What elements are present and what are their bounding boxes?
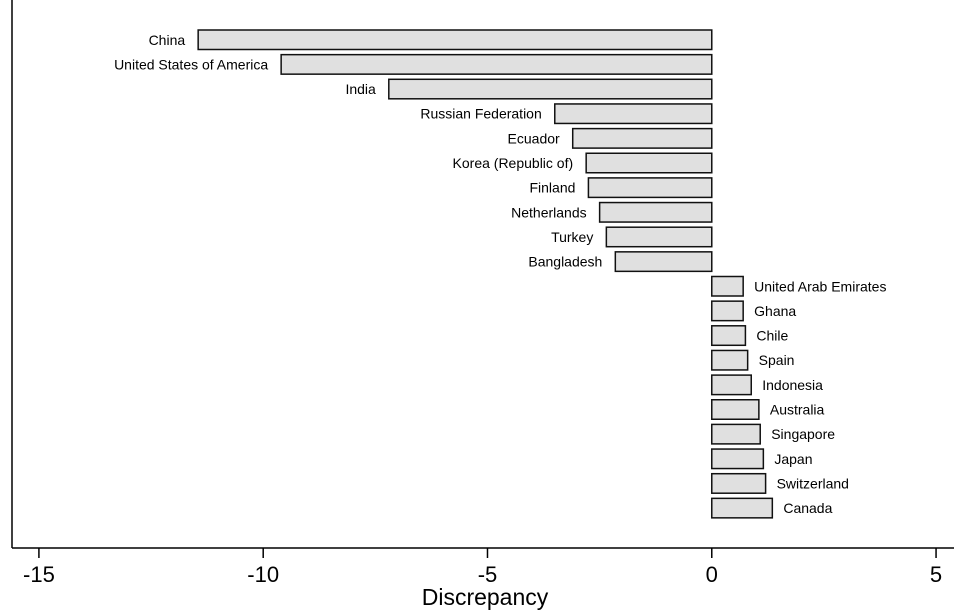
bar-category-label: Canada — [783, 500, 832, 516]
bar — [571, 127, 713, 149]
bar — [585, 152, 713, 174]
bar — [711, 399, 760, 420]
bar — [711, 325, 747, 347]
bar-category-label: Indonesia — [762, 377, 823, 393]
bar-category-label: Spain — [759, 352, 795, 368]
bar-category-label: Japan — [774, 451, 812, 467]
bar — [711, 275, 744, 297]
x-tick-label: -10 — [247, 562, 279, 587]
x-tick-label: 5 — [930, 562, 942, 587]
bar-category-label: Korea (Republic of) — [453, 155, 574, 171]
bar — [388, 78, 713, 100]
bar — [605, 226, 713, 248]
bar — [711, 423, 761, 445]
bar-category-label: Singapore — [771, 426, 835, 442]
bar-category-label: Ecuador — [508, 130, 560, 146]
bar-category-label: Finland — [529, 180, 575, 196]
bar-category-label: India — [345, 81, 376, 97]
bar-category-label: Turkey — [551, 229, 593, 245]
bar — [598, 201, 713, 223]
bar-category-label: Ghana — [754, 303, 796, 319]
bar — [614, 251, 713, 273]
x-tick-label: -15 — [23, 562, 55, 587]
bar — [711, 374, 752, 396]
x-axis-title: Discrepancy — [422, 584, 549, 610]
bar — [711, 349, 749, 371]
bar — [554, 103, 713, 125]
bar — [711, 300, 744, 322]
x-ticks-layer: -15 -10 -5 0 5 — [23, 548, 942, 587]
category-labels-layer: China United States of America India Russia… — [114, 32, 886, 516]
bar-category-label: China — [149, 32, 186, 48]
bars-layer — [197, 29, 774, 519]
bar — [711, 448, 765, 470]
bar-category-label: Netherlands — [511, 204, 587, 220]
bar-category-label: Bangladesh — [528, 254, 602, 270]
bar-category-label: United States of America — [114, 56, 268, 72]
bar — [280, 53, 713, 75]
bar — [711, 497, 774, 519]
x-tick-label: -5 — [478, 562, 498, 587]
bar — [587, 177, 713, 199]
bar-category-label: Chile — [756, 328, 788, 344]
bar-category-label: Russian Federation — [420, 106, 541, 122]
bar — [197, 29, 713, 51]
bar-category-label: United Arab Emirates — [754, 278, 886, 294]
x-tick-label: 0 — [706, 562, 718, 587]
bar-category-label: Switzerland — [777, 475, 849, 491]
bar — [711, 472, 767, 494]
bar-category-label: Australia — [770, 402, 825, 418]
